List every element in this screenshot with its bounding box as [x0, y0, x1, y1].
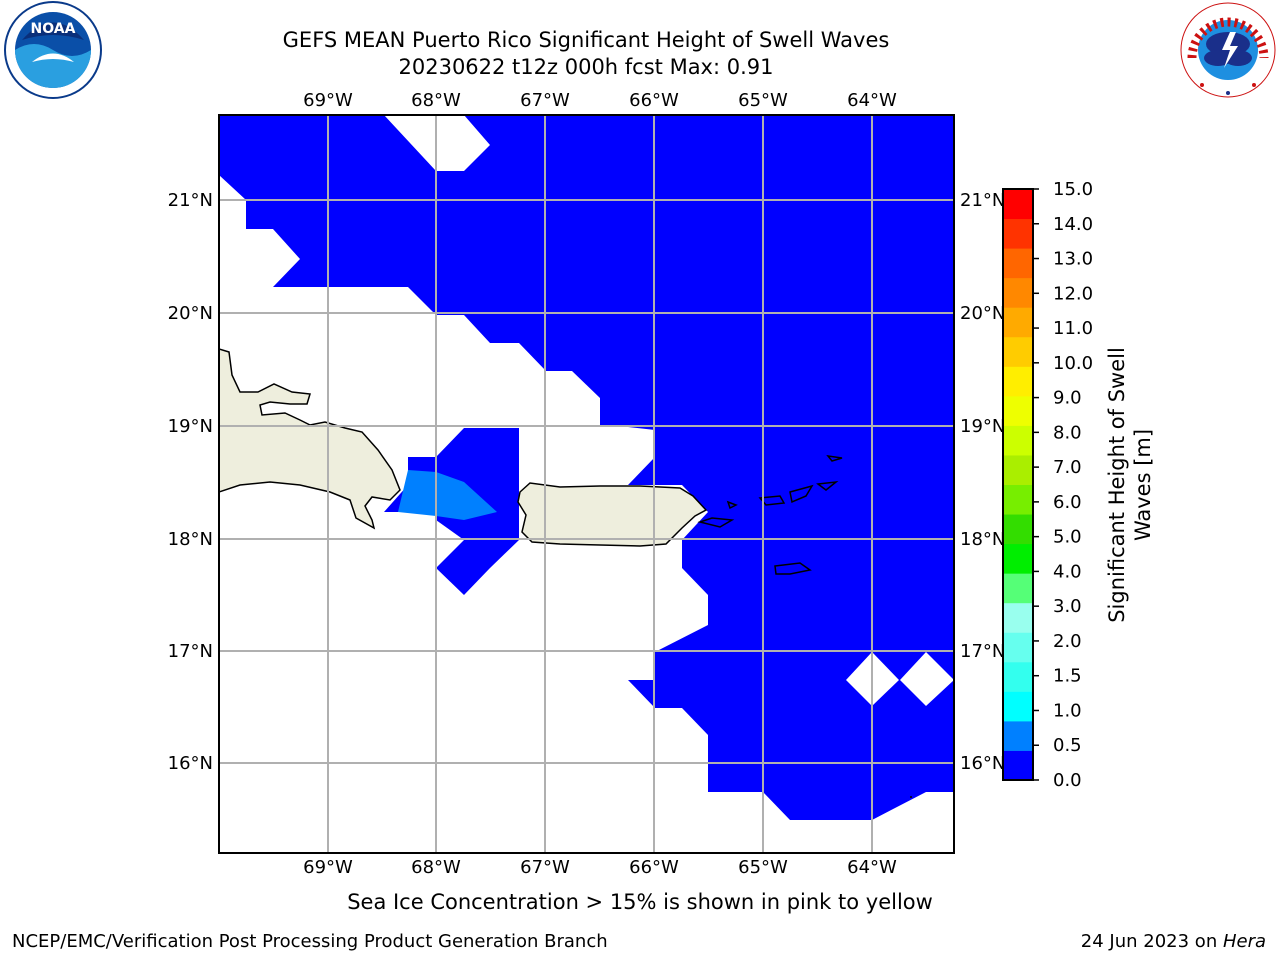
colorbar-swatch: [1003, 454, 1033, 485]
map-frame: [218, 114, 955, 854]
missing-data-patch-2: [900, 652, 954, 706]
lat-label-left: 20°N: [168, 303, 213, 324]
colorbar-swatch: [1003, 691, 1033, 722]
colorbar-swatch: [1003, 573, 1033, 604]
colorbar-tick-label: 11.0: [1053, 318, 1093, 339]
noaa-logo-text: NOAA: [31, 21, 76, 37]
colorbar-tick-label: 1.0: [1053, 700, 1082, 721]
lat-label-left: 16°N: [168, 753, 213, 774]
colorbar-tick-label: 8.0: [1053, 422, 1082, 443]
colorbar-swatch: [1003, 248, 1033, 279]
lat-label-left: 18°N: [168, 529, 213, 550]
colorbar-swatch: [1003, 277, 1033, 308]
lon-label-bottom: 65°W: [738, 857, 788, 878]
nws-logo: [1178, 0, 1278, 100]
lat-label-right: 20°N: [960, 303, 1005, 324]
colorbar-swatch: [1003, 336, 1033, 367]
colorbar-ticks: 15.0 14.0 13.0 12.0 11.0 10.0 9.0 8.0 7.0 6.0 5.0 4…: [1033, 179, 1093, 791]
sea-ice-note: Sea Ice Concentration > 15% is shown in …: [347, 890, 933, 914]
footer-date: 24 Jun 2023 on Hera: [1081, 931, 1266, 952]
colorbar-swatch: [1003, 425, 1033, 456]
colorbar-swatch: [1003, 395, 1033, 426]
colorbar-swatch: [1003, 218, 1033, 249]
colorbar-tick-label: 4.0: [1053, 561, 1082, 582]
colorbar-frame: [1002, 188, 1034, 781]
colorbar-tick-label: 7.0: [1053, 457, 1082, 478]
colorbar-swatch: [1003, 514, 1033, 545]
colorbar-swatch: [1003, 366, 1033, 397]
colorbar-tick-label: 12.0: [1053, 283, 1093, 304]
puerto-rico-land: [517, 482, 708, 547]
lon-label-bottom: 68°W: [411, 857, 461, 878]
colorbar-swatch: [1003, 189, 1033, 220]
footer-date-text: 24 Jun 2023 on: [1080, 931, 1223, 952]
lon-label-bottom: 66°W: [629, 857, 679, 878]
lat-label-right: 19°N: [960, 416, 1005, 437]
colorbar-tick-label: 13.0: [1053, 249, 1093, 270]
footer-credit: NCEP/EMC/Verification Post Processing Pr…: [12, 931, 608, 952]
colorbar-tick-label: 5.0: [1053, 527, 1082, 548]
colorbar-swatch: [1003, 632, 1033, 663]
colorbar-tick-label: 9.0: [1053, 388, 1082, 409]
graticule: [219, 115, 954, 853]
colorbar-swatch: [1003, 307, 1033, 338]
colorbar-swatch: [1003, 750, 1033, 781]
virgin-islands: [697, 454, 843, 575]
colorbar-tick-label: 2.0: [1053, 631, 1082, 652]
lat-label-right: 18°N: [960, 529, 1005, 550]
colorbar-tick-label: 3.0: [1053, 596, 1082, 617]
colorbar-tick-label: 10.0: [1053, 353, 1093, 374]
lon-label-top: 65°W: [738, 90, 788, 111]
colorbar-tick-label: 1.5: [1053, 666, 1082, 687]
colorbar-tick-label: 15.0: [1053, 179, 1093, 200]
colorbar-tick-label: 6.0: [1053, 492, 1082, 513]
colorbar-swatch: [1003, 661, 1033, 692]
lat-label-left: 19°N: [168, 416, 213, 437]
swell-field-dark: [219, 115, 954, 820]
chart-title: GEFS MEAN Puerto Rico Significant Height…: [282, 28, 890, 52]
colorbar-swatch: [1003, 720, 1033, 751]
colorbar-tick-label: 0.0: [1053, 770, 1082, 791]
lat-label-left: 17°N: [168, 641, 213, 662]
swell-field-light: [398, 470, 497, 520]
colorbar-swatch: [1003, 484, 1033, 515]
lat-label-left: 21°N: [168, 190, 213, 211]
colorbar-label: Significant Height of Swell: [1105, 347, 1129, 623]
colorbar-swatch: [1003, 602, 1033, 633]
lat-label-right: 17°N: [960, 641, 1005, 662]
colorbar-tick-label: 0.5: [1053, 735, 1082, 756]
lon-label-bottom: 69°W: [303, 857, 353, 878]
lon-label-top: 64°W: [847, 90, 897, 111]
lon-label-top: 67°W: [520, 90, 570, 111]
lon-label-top: 69°W: [303, 90, 353, 111]
footer-host: Hera: [1222, 931, 1266, 952]
chart-subtitle: 20230622 t12z 000h fcst Max: 0.91: [398, 55, 774, 79]
colorbar-tick-label: 14.0: [1053, 214, 1093, 235]
lon-label-top: 66°W: [629, 90, 679, 111]
lon-label-bottom: 64°W: [847, 857, 897, 878]
lon-label-bottom: 67°W: [520, 857, 570, 878]
colorbar-label-units: Waves [m]: [1131, 429, 1155, 541]
hispaniola-land: [219, 348, 401, 530]
noaa-logo: NOAA: [2, 0, 104, 100]
colorbar: [1002, 188, 1034, 781]
lat-label-right: 16°N: [960, 753, 1005, 774]
lat-label-right: 21°N: [960, 190, 1005, 211]
lon-label-top: 68°W: [411, 90, 461, 111]
colorbar-swatch: [1003, 543, 1033, 574]
